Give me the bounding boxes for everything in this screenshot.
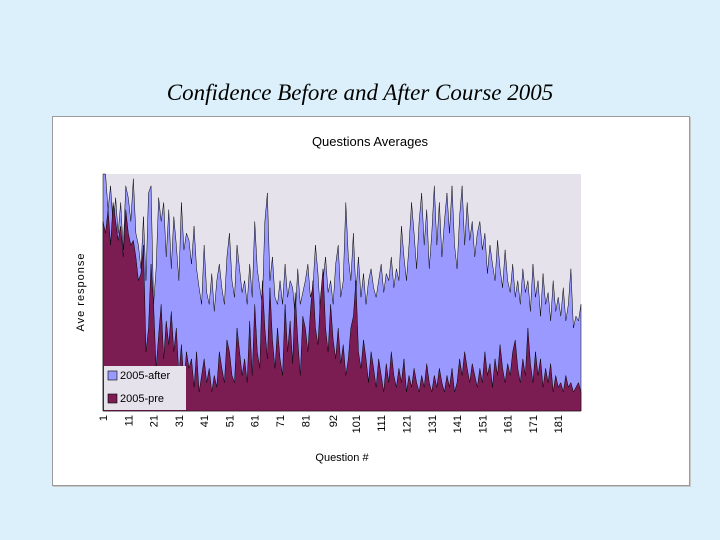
x-tick-label: 1	[98, 415, 110, 421]
x-axis-label: Question #	[315, 452, 369, 464]
x-tick-label: 81	[300, 415, 312, 427]
x-tick-label: 31	[174, 415, 186, 427]
x-tick-label: 181	[553, 415, 565, 433]
legend-label-pre: 2005-pre	[120, 393, 164, 405]
legend-box	[104, 366, 186, 410]
x-axis-ticks: 1 11 21 31 41 51 61 71 81 92 101 111 121 131 141 151 161…	[98, 415, 565, 433]
chart-title: Questions Averages	[312, 134, 429, 149]
x-tick-label: 111	[376, 415, 388, 432]
series-area-after	[102, 173, 582, 412]
legend-swatch-pre	[107, 393, 118, 404]
x-tick-label: 51	[224, 415, 236, 427]
x-tick-label: 61	[250, 415, 262, 427]
x-tick-label: 141	[452, 415, 464, 433]
area-chart: Questions Averages 2005-after 2005-pre 1…	[75, 134, 582, 464]
x-tick-label: 131	[427, 415, 439, 433]
x-tick-label: 161	[503, 415, 515, 433]
x-tick-label: 11	[123, 415, 135, 426]
chart-container: Questions Averages 2005-after 2005-pre 1…	[52, 116, 690, 486]
x-tick-label: 151	[477, 415, 489, 433]
x-tick-label: 121	[401, 415, 413, 433]
x-tick-label: 41	[199, 415, 211, 427]
x-tick-label: 21	[149, 415, 161, 427]
x-tick-label: 71	[275, 415, 287, 427]
legend-swatch-after	[107, 370, 118, 381]
legend-label-after: 2005-after	[120, 370, 170, 382]
x-tick-label: 171	[528, 415, 540, 433]
x-tick-label: 101	[351, 415, 363, 433]
x-tick-label: 92	[328, 415, 340, 427]
slide-title: Confidence Before and After Course 2005	[166, 80, 554, 105]
y-axis-label: Ave response	[75, 252, 87, 331]
